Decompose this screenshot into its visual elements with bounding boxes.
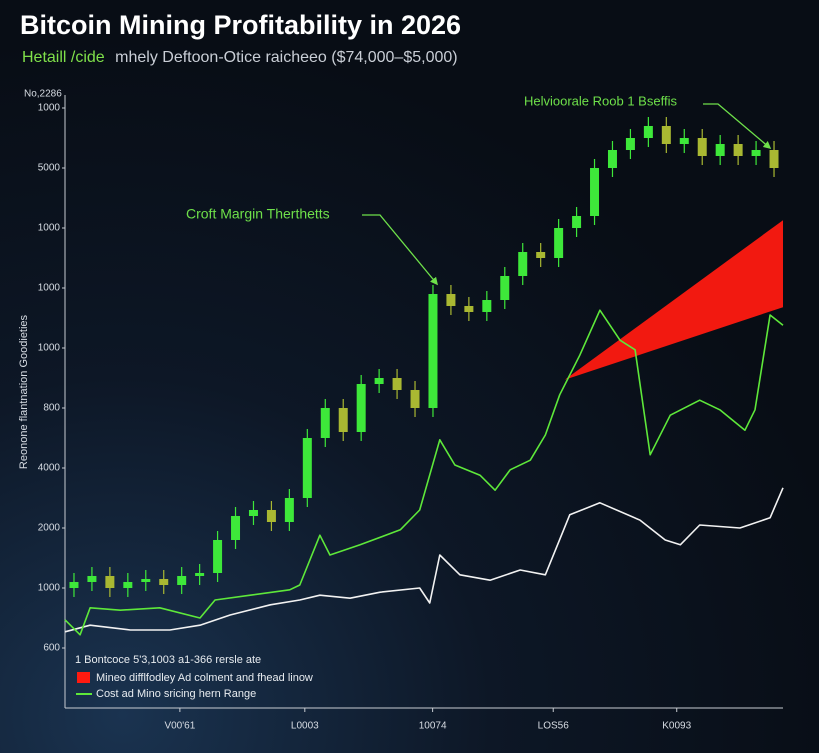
candle-body [500,276,510,300]
annotation: Helvioorale Roob 1 Bseffis [524,93,677,108]
candle-body [572,216,582,228]
candle-body [213,540,223,573]
y-tick-label: 2000 [38,523,61,534]
candle-body [266,510,276,522]
candle-body [554,228,564,258]
subtitle-lead: Hetaill /cide [22,49,105,66]
y-tick-label: 1000 [38,583,61,594]
candle-body [661,126,671,144]
candle-body [715,144,725,156]
x-tick-label: K0093 [662,721,691,732]
candle-body [446,294,456,306]
candle-body [123,582,133,588]
legend-label: 1 Bontcoce 5'3,1003 a1-366 rersle ate [75,654,261,666]
annotation: Croft Margin Therthetts [186,206,330,222]
candle-body [482,300,492,312]
x-tick-label: LOS56 [538,721,570,732]
candle-body [177,576,187,585]
legend-swatch [77,672,90,683]
candle-body [769,150,779,168]
candle-body [733,144,743,156]
candle-body [159,579,169,585]
candle-body [374,378,384,384]
y-tick-label: 800 [43,403,60,414]
candle-body [697,138,707,156]
candle-body [338,408,348,432]
candle-body [607,150,617,168]
candle-body [195,573,205,576]
series-line [64,309,784,636]
candle-body [356,384,366,432]
y-tick-label: 600 [43,643,60,654]
candle-body [410,390,420,408]
candle-body [625,138,635,150]
candle-body [536,252,546,258]
chart-subtitle: Hetaill /cide mhely Deftoon-Otice raiche… [22,49,458,66]
x-tick-label: V00'61 [164,721,195,732]
candle-body [590,168,600,216]
candle-body [751,150,761,156]
y-tick-label: 5000 [38,163,61,174]
candle-body [87,576,97,582]
candle-body [141,579,151,582]
y-tick-label: 1000 [38,343,61,354]
y-tick-label: 1000 [38,283,61,294]
annotation-arrow [362,214,438,286]
candle-body [105,576,115,588]
x-tick-label: L0003 [291,721,319,732]
candle-body [320,408,330,438]
y-tick-label: 1000 [38,103,61,114]
legend-label: Mineo difflfodley Ad colment and fhead l… [96,672,313,684]
candle-body [464,306,474,312]
candle-body [69,582,79,588]
annotation-arrow [703,103,772,150]
subtitle-text: mhely Deftoon-Otice raicheeo ($74,000–$5… [115,49,457,66]
y-tick-label: 1000 [38,223,61,234]
candle-body [643,126,653,138]
candle-body [428,294,438,408]
candle-body [284,498,294,522]
x-tick-label: 10074 [419,721,447,732]
candle-body [302,438,312,498]
chart-title: Bitcoin Mining Profitability in 2026 [20,10,461,40]
series-line [64,487,784,633]
y-axis-label: Reonone flantnation Goodieties [18,314,30,469]
candle-body [248,510,258,516]
y-header: No,2286 [24,89,62,100]
legend-label: Cost ad Mino sricing hern Range [96,688,256,700]
candle-body [518,252,528,276]
candle-body [392,378,402,390]
y-tick-label: 4000 [38,463,61,474]
candle-body [679,138,689,144]
candle-body [231,516,241,540]
